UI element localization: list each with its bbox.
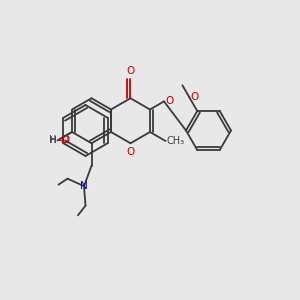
Text: -O: -O <box>59 135 71 146</box>
Text: O: O <box>190 92 199 102</box>
Text: -O: -O <box>57 135 69 145</box>
Text: O: O <box>165 96 173 106</box>
Text: CH₃: CH₃ <box>167 136 185 146</box>
Text: N: N <box>80 181 88 191</box>
Text: O: O <box>126 147 135 157</box>
Text: H: H <box>49 135 56 145</box>
Text: H: H <box>49 136 56 145</box>
Text: O: O <box>126 65 135 76</box>
